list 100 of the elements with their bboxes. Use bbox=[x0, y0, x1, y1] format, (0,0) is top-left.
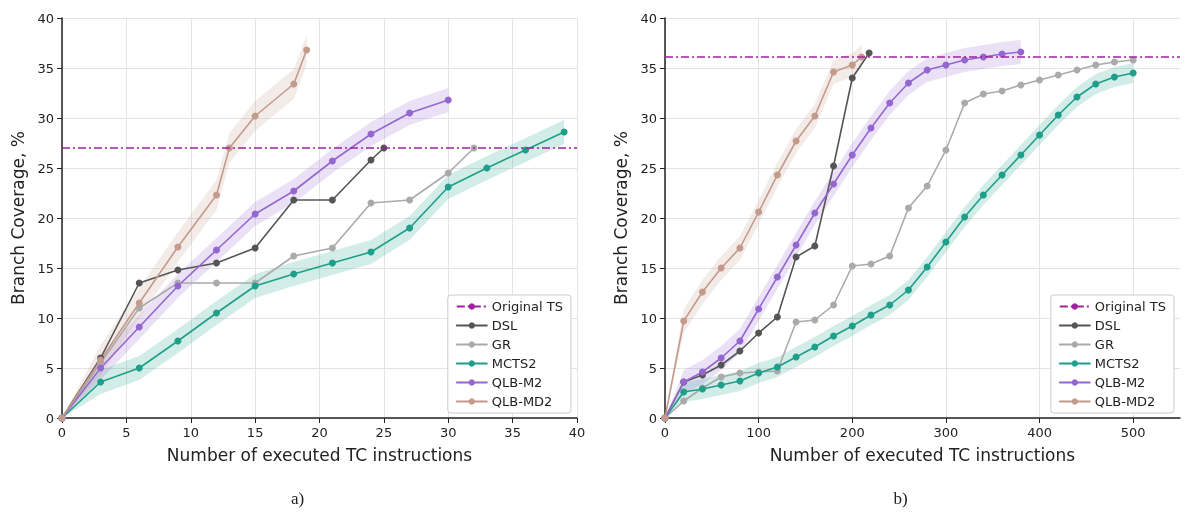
legend-label: Original TS bbox=[1094, 299, 1167, 314]
point bbox=[290, 196, 298, 204]
legend-label: QLB-M2 bbox=[1094, 375, 1146, 390]
x-tick-label: 10 bbox=[182, 425, 200, 440]
x-tick-label: 0 bbox=[57, 425, 67, 440]
y-tick-label: 5 bbox=[648, 360, 657, 376]
point bbox=[755, 329, 763, 337]
point bbox=[830, 180, 838, 188]
point bbox=[213, 259, 220, 267]
point bbox=[961, 99, 969, 107]
point bbox=[1110, 73, 1118, 81]
point bbox=[698, 288, 706, 296]
point bbox=[811, 242, 819, 250]
point bbox=[213, 191, 220, 199]
point bbox=[904, 204, 912, 212]
point bbox=[717, 381, 725, 389]
x-axis-title: Number of executed TC instructions bbox=[166, 444, 473, 465]
point bbox=[773, 171, 781, 179]
y-tick-label: 20 bbox=[37, 210, 54, 226]
point bbox=[717, 354, 725, 362]
point bbox=[717, 264, 725, 272]
point bbox=[135, 323, 143, 331]
point bbox=[1092, 61, 1100, 69]
legend-label: DSL bbox=[491, 318, 519, 333]
point bbox=[1110, 58, 1118, 66]
point bbox=[213, 279, 220, 287]
point bbox=[886, 301, 894, 309]
point bbox=[1017, 48, 1025, 56]
point bbox=[290, 270, 298, 278]
y-tick-label: 10 bbox=[37, 310, 54, 326]
point bbox=[773, 313, 781, 321]
text: a) bbox=[290, 489, 305, 508]
point bbox=[979, 90, 987, 98]
point bbox=[328, 259, 336, 267]
point bbox=[848, 322, 856, 330]
point bbox=[135, 299, 143, 307]
point bbox=[680, 397, 688, 405]
point bbox=[830, 68, 838, 76]
point bbox=[848, 61, 856, 69]
legend-label: QLB-MD2 bbox=[1094, 394, 1156, 409]
point bbox=[1092, 80, 1100, 88]
point bbox=[848, 74, 856, 82]
y-tick-label: 40 bbox=[37, 10, 54, 26]
legend-label: MCTS2 bbox=[1094, 356, 1140, 371]
point bbox=[290, 80, 298, 88]
y-axis-title: Branch Coverage, % bbox=[8, 131, 29, 305]
y-tick-label: 0 bbox=[648, 410, 657, 426]
x-tick-label: 500 bbox=[1120, 425, 1146, 440]
x-tick-label: 100 bbox=[746, 425, 772, 440]
point bbox=[1054, 111, 1062, 119]
x-tick-label: 15 bbox=[246, 425, 264, 440]
point bbox=[830, 162, 838, 170]
point bbox=[328, 196, 336, 204]
point bbox=[1129, 69, 1137, 77]
x-tick-label: 400 bbox=[1027, 425, 1052, 440]
point bbox=[979, 191, 987, 199]
point bbox=[213, 309, 220, 317]
point bbox=[830, 332, 838, 340]
point bbox=[328, 157, 336, 165]
point bbox=[406, 224, 414, 232]
point bbox=[97, 378, 105, 386]
x-tick-label: 35 bbox=[504, 425, 521, 440]
legend-label: QLB-MD2 bbox=[491, 394, 553, 409]
point bbox=[290, 252, 298, 260]
x-tick-label: 40 bbox=[568, 425, 586, 440]
y-tick-label: 15 bbox=[37, 260, 54, 276]
point bbox=[406, 196, 414, 204]
point bbox=[1036, 131, 1044, 139]
x-axis-title: Number of executed TC instructions bbox=[769, 444, 1076, 465]
y-tick-label: 25 bbox=[640, 160, 657, 176]
point bbox=[213, 246, 220, 254]
point bbox=[1017, 151, 1025, 159]
y-tick-label: 5 bbox=[45, 360, 54, 376]
point bbox=[290, 187, 298, 195]
point bbox=[755, 305, 763, 313]
point bbox=[444, 183, 452, 191]
y-tick-label: 0 bbox=[45, 410, 54, 426]
point bbox=[135, 279, 143, 287]
x-tick-label: 30 bbox=[439, 425, 457, 440]
point bbox=[811, 112, 819, 120]
point bbox=[923, 66, 931, 74]
x-tick-label: 0 bbox=[660, 425, 670, 440]
y-tick-label: 30 bbox=[37, 110, 54, 126]
legend-label: GR bbox=[491, 337, 511, 352]
point bbox=[135, 364, 143, 372]
y-tick-label: 25 bbox=[37, 160, 54, 176]
point bbox=[886, 252, 894, 260]
point bbox=[848, 262, 856, 270]
point bbox=[444, 169, 452, 177]
point bbox=[830, 301, 838, 309]
y-tick-label: 10 bbox=[640, 310, 657, 326]
y-tick-label: 15 bbox=[640, 260, 657, 276]
point bbox=[811, 209, 819, 217]
point bbox=[717, 373, 725, 381]
point bbox=[811, 316, 819, 324]
x-tick-label: 200 bbox=[839, 425, 865, 440]
point bbox=[755, 208, 763, 216]
point bbox=[1054, 71, 1062, 79]
y-tick-label: 40 bbox=[640, 10, 657, 26]
point bbox=[848, 151, 856, 159]
